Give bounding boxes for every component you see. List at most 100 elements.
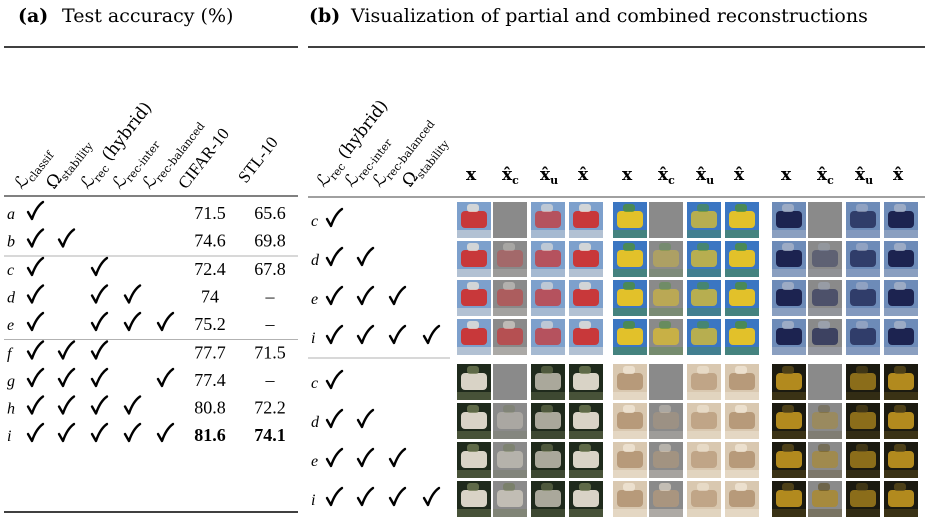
image-detail bbox=[846, 269, 880, 277]
image-detail bbox=[579, 321, 591, 329]
row-label: c bbox=[311, 213, 318, 230]
image-detail bbox=[579, 405, 591, 413]
column-header: x̂u bbox=[696, 165, 714, 187]
image-detail bbox=[617, 328, 643, 345]
image-detail bbox=[467, 321, 479, 329]
image-detail bbox=[497, 412, 523, 429]
image-detail bbox=[541, 366, 553, 374]
image-detail bbox=[623, 321, 635, 329]
image-detail bbox=[884, 392, 918, 400]
header-subscript: c bbox=[512, 174, 519, 187]
check-mark bbox=[327, 371, 342, 388]
check-mark bbox=[92, 258, 107, 275]
image-detail bbox=[782, 405, 794, 413]
image-detail bbox=[782, 321, 794, 329]
check-mark bbox=[424, 326, 439, 343]
image-detail bbox=[649, 347, 683, 355]
image-detail bbox=[725, 509, 759, 517]
header-subscript: u bbox=[865, 174, 873, 187]
row-label: d bbox=[311, 414, 320, 431]
image-detail bbox=[888, 412, 914, 429]
image-detail bbox=[497, 451, 523, 468]
row-label: i bbox=[7, 428, 11, 445]
image-detail bbox=[653, 289, 679, 306]
image-detail bbox=[461, 373, 487, 390]
header-subscript: c bbox=[668, 174, 675, 187]
row-label: g bbox=[7, 373, 15, 390]
table-cell: 69.8 bbox=[254, 231, 286, 251]
image-detail bbox=[776, 373, 802, 390]
row-label: a bbox=[7, 206, 15, 223]
image-detail bbox=[497, 250, 523, 267]
image-detail bbox=[782, 243, 794, 251]
check-mark bbox=[28, 397, 43, 414]
image-detail bbox=[856, 321, 868, 329]
image-detail bbox=[782, 282, 794, 290]
check-mark bbox=[390, 326, 405, 343]
image-detail bbox=[888, 490, 914, 507]
check-mark bbox=[59, 230, 74, 247]
image-thumbnail bbox=[808, 202, 842, 238]
image-detail bbox=[856, 282, 868, 290]
image-detail bbox=[884, 347, 918, 355]
image-detail bbox=[573, 211, 599, 228]
image-detail bbox=[856, 444, 868, 452]
image-detail bbox=[659, 483, 671, 491]
image-detail bbox=[579, 282, 591, 290]
image-detail bbox=[894, 204, 906, 212]
image-detail bbox=[623, 282, 635, 290]
check-mark bbox=[327, 209, 342, 226]
image-detail bbox=[467, 444, 479, 452]
image-detail bbox=[846, 347, 880, 355]
image-detail bbox=[691, 451, 717, 468]
image-detail bbox=[818, 483, 830, 491]
check-mark bbox=[59, 369, 74, 386]
row-label: i bbox=[311, 330, 315, 347]
image-detail bbox=[818, 243, 830, 251]
image-detail bbox=[884, 431, 918, 439]
image-detail bbox=[888, 289, 914, 306]
check-mark bbox=[59, 342, 74, 359]
check-mark bbox=[92, 286, 107, 303]
header-subscript: u bbox=[706, 174, 714, 187]
image-detail bbox=[850, 328, 876, 345]
image-detail bbox=[894, 483, 906, 491]
image-detail bbox=[729, 250, 755, 267]
row-label: h bbox=[7, 401, 15, 418]
image-detail bbox=[808, 470, 842, 478]
row-label: e bbox=[311, 291, 318, 308]
row-label: e bbox=[7, 317, 14, 334]
image-detail bbox=[535, 412, 561, 429]
check-mark bbox=[358, 410, 373, 427]
image-detail bbox=[856, 366, 868, 374]
image-detail bbox=[772, 308, 806, 316]
image-detail bbox=[782, 483, 794, 491]
check-mark bbox=[390, 449, 405, 466]
image-detail bbox=[687, 392, 721, 400]
image-detail bbox=[818, 282, 830, 290]
image-detail bbox=[531, 347, 565, 355]
image-detail bbox=[691, 373, 717, 390]
image-detail bbox=[503, 321, 515, 329]
table-cell: 65.6 bbox=[254, 203, 286, 223]
check-mark bbox=[358, 287, 373, 304]
image-detail bbox=[772, 269, 806, 277]
image-detail bbox=[613, 308, 647, 316]
image-detail bbox=[623, 204, 635, 212]
image-detail bbox=[691, 250, 717, 267]
image-detail bbox=[497, 289, 523, 306]
image-detail bbox=[503, 243, 515, 251]
check-mark bbox=[28, 202, 43, 219]
image-detail bbox=[894, 243, 906, 251]
image-detail bbox=[808, 269, 842, 277]
table-cell: – bbox=[265, 314, 276, 334]
image-detail bbox=[856, 483, 868, 491]
image-detail bbox=[457, 308, 491, 316]
image-detail bbox=[729, 289, 755, 306]
image-detail bbox=[697, 204, 709, 212]
image-detail bbox=[735, 204, 747, 212]
table-cell: – bbox=[265, 287, 276, 307]
image-detail bbox=[493, 470, 527, 478]
image-thumbnail bbox=[808, 364, 842, 400]
image-detail bbox=[659, 444, 671, 452]
